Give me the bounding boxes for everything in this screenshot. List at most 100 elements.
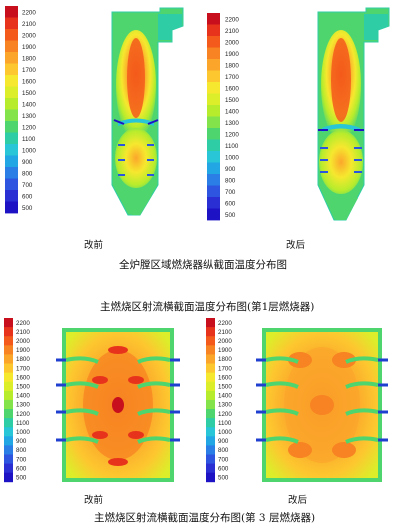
legend-tick-label: 1300 — [218, 402, 232, 409]
legend-swatch — [5, 98, 18, 110]
legend-tick-label: 1800 — [22, 56, 36, 63]
legend-swatch — [206, 454, 215, 464]
legend-swatch — [207, 82, 220, 94]
legend-swatch — [5, 121, 18, 133]
legend-swatch — [4, 318, 13, 328]
legend-tick-label: 800 — [16, 447, 27, 454]
legend-tick-label: 1400 — [22, 102, 36, 109]
legend-swatch — [4, 454, 13, 464]
caption-cross-layer-3: 主燃烧区射流横截面温度分布图(第 3 层燃烧器) — [94, 512, 316, 524]
legend-tick-label: 1700 — [22, 67, 36, 74]
legend-tick-label: 1400 — [218, 393, 232, 400]
furnace-section-before — [111, 7, 184, 216]
legend-swatch — [5, 144, 18, 156]
legend-tick-label: 1500 — [16, 384, 30, 391]
legend-swatch — [206, 418, 215, 428]
legend-tick-label: 2000 — [22, 33, 36, 40]
legend-swatch — [4, 418, 13, 428]
legend-tick-label: 1900 — [22, 44, 36, 51]
legend-tick-label: 1100 — [225, 143, 239, 150]
legend-tick-label: 1300 — [16, 402, 30, 409]
legend-tick-label: 700 — [218, 456, 229, 463]
legend-swatch — [206, 427, 215, 437]
legend-tick-label: 1600 — [225, 86, 239, 93]
legend-tick-label: 1600 — [22, 79, 36, 86]
legend-tick-label: 600 — [218, 465, 229, 472]
label-before-3: 改前 — [84, 495, 104, 506]
legend-swatch — [207, 47, 220, 60]
legend-swatch — [4, 327, 13, 337]
legend-tick-label: 1200 — [218, 411, 232, 418]
legend-swatch — [4, 409, 13, 419]
legend-swatch — [206, 336, 215, 346]
legend-swatch — [206, 345, 215, 355]
legend-tick-label: 500 — [16, 475, 27, 482]
legend-swatch — [5, 132, 18, 145]
legend-tick-label: 1300 — [225, 120, 239, 127]
legend-swatch — [207, 151, 220, 163]
legend-tick-label: 1100 — [16, 420, 30, 427]
legend-tick-label: 1900 — [225, 51, 239, 58]
legend-swatch — [4, 436, 13, 446]
legend-tick-label: 500 — [22, 205, 33, 212]
legend-tick-label: 1000 — [22, 148, 36, 155]
legend-swatch — [4, 463, 13, 474]
legend-swatch — [5, 109, 18, 122]
legend-tick-label: 1700 — [218, 365, 232, 372]
legend-tick-label: 800 — [225, 178, 236, 185]
cross-section-after — [256, 328, 388, 482]
legend-tick-label: 2200 — [22, 10, 36, 17]
legend-swatch — [207, 128, 220, 140]
caption-cross-layer-1: 主燃烧区射流横截面温度分布图(第1层燃烧器) — [100, 301, 315, 313]
color-legend-4: 2200 2100 2000 1900 1800 1700 1600 1500 1400 1300… — [206, 318, 232, 483]
legend-tick-label: 1000 — [218, 429, 232, 436]
label-before-1: 改前 — [84, 240, 104, 251]
legend-swatch — [206, 318, 215, 328]
legend-tick-label: 700 — [16, 456, 27, 463]
legend-tick-label: 1900 — [16, 347, 30, 354]
legend-tick-label: 1200 — [22, 125, 36, 132]
color-legend-2: 2200 2100 2000 1900 1800 1700 1600 1500 1400 1300… — [207, 13, 239, 221]
label-after-1: 改后 — [286, 240, 306, 251]
legend-swatch — [4, 363, 13, 373]
legend-tick-label: 600 — [225, 201, 236, 208]
legend-tick-label: 1800 — [16, 356, 30, 363]
legend-swatch — [206, 436, 215, 446]
legend-tick-label: 1600 — [16, 374, 30, 381]
legend-tick-label: 2100 — [225, 28, 239, 35]
legend-swatch — [207, 185, 220, 198]
legend-tick-label: 2000 — [225, 40, 239, 47]
legend-tick-label: 2200 — [225, 17, 239, 24]
legend-swatch — [206, 354, 215, 364]
legend-tick-label: 1800 — [225, 63, 239, 70]
legend-swatch — [4, 427, 13, 437]
legend-swatch — [4, 381, 13, 392]
legend-tick-label: 600 — [16, 465, 27, 472]
legend-tick-label: 1900 — [218, 347, 232, 354]
legend-tick-label: 900 — [16, 438, 27, 445]
legend-swatch — [5, 6, 18, 18]
legend-swatch — [206, 327, 215, 337]
legend-tick-label: 800 — [22, 171, 33, 178]
legend-tick-label: 2000 — [218, 338, 232, 345]
legend-swatch — [5, 86, 18, 99]
legend-swatch — [207, 36, 220, 48]
legend-tick-label: 700 — [225, 189, 236, 196]
legend-swatch — [207, 197, 220, 209]
legend-swatch — [207, 139, 220, 152]
legend-tick-label: 1600 — [218, 374, 232, 381]
legend-swatch — [5, 155, 18, 168]
legend-swatch — [207, 174, 220, 186]
legend-swatch — [4, 445, 13, 455]
legend-tick-label: 1200 — [16, 411, 30, 418]
legend-swatch — [207, 208, 220, 221]
legend-tick-label: 1500 — [22, 90, 36, 97]
furnace-section-after — [317, 7, 390, 221]
legend-tick-label: 500 — [218, 475, 229, 482]
legend-tick-label: 1100 — [22, 136, 36, 143]
legend-tick-label: 1000 — [16, 429, 30, 436]
legend-swatch — [207, 162, 220, 175]
legend-tick-label: 1400 — [225, 109, 239, 116]
legend-swatch — [5, 178, 18, 191]
